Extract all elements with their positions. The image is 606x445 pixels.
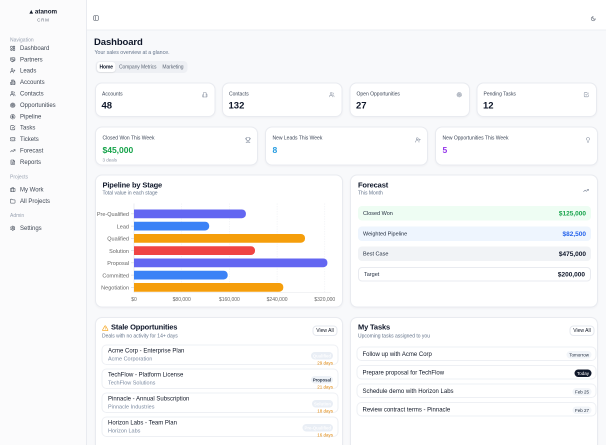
svg-text:Solution: Solution	[109, 249, 129, 255]
svg-text:$80,000: $80,000	[173, 297, 191, 303]
svg-text:Negotiation: Negotiation	[101, 286, 129, 292]
svg-text:Committed: Committed	[102, 273, 129, 279]
svg-text:Qualified: Qualified	[107, 237, 129, 243]
svg-text:Pre-Qualified: Pre-Qualified	[97, 212, 129, 218]
svg-text:$160,000: $160,000	[219, 297, 240, 303]
svg-text:Lead: Lead	[117, 224, 129, 230]
svg-text:Proposal: Proposal	[107, 261, 129, 267]
svg-text:$240,000: $240,000	[267, 297, 288, 303]
svg-text:$0: $0	[131, 297, 137, 303]
svg-text:$320,000: $320,000	[314, 297, 335, 303]
